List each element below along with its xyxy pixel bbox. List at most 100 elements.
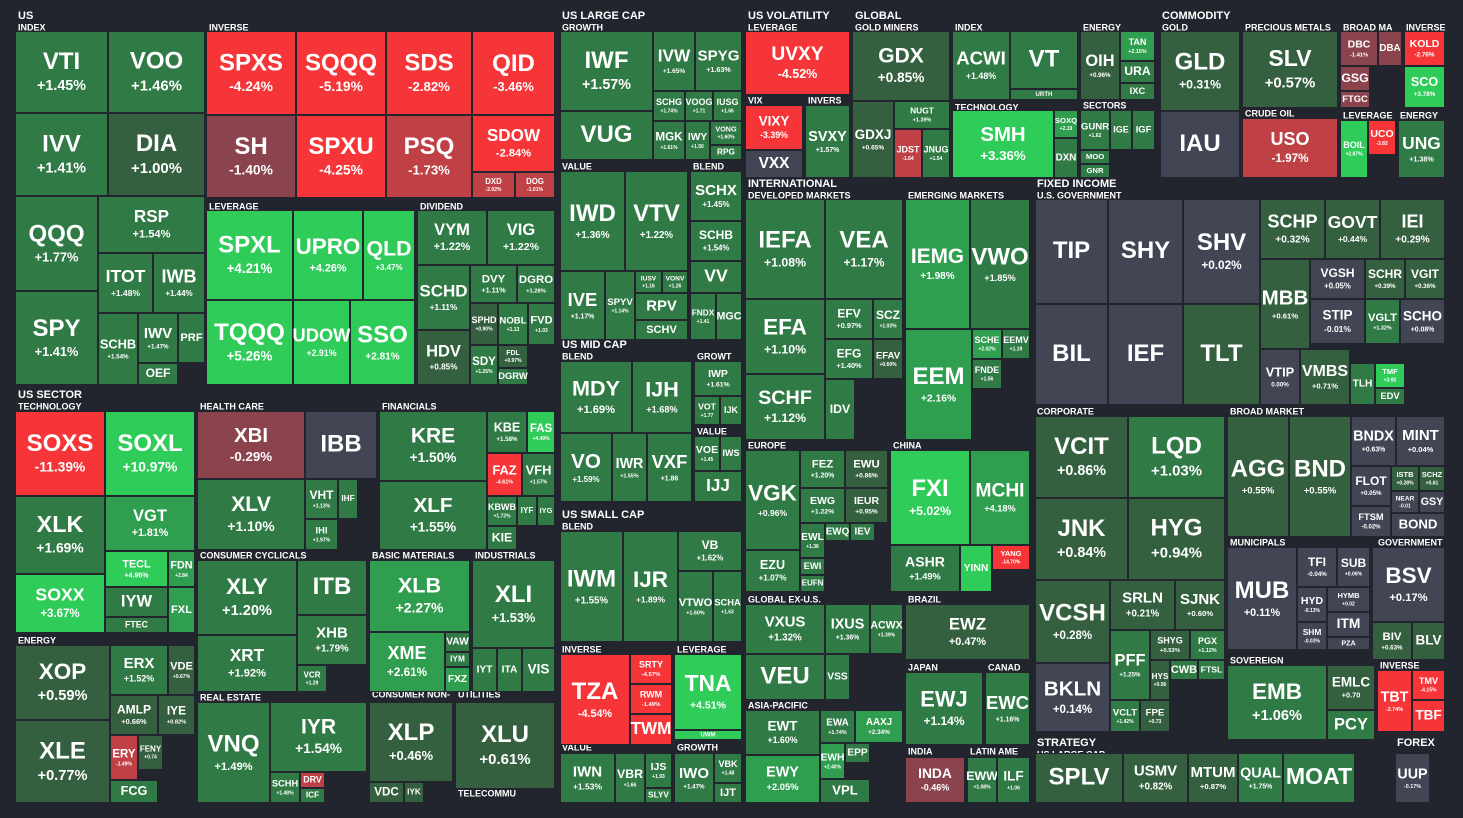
tile[interactable]: [1340, 91, 1370, 108]
tile[interactable]: [1170, 660, 1198, 680]
tile[interactable]: [653, 31, 695, 91]
tile[interactable]: [967, 757, 997, 803]
tile[interactable]: [108, 113, 205, 196]
tile[interactable]: [662, 271, 688, 293]
tile[interactable]: [168, 551, 195, 587]
tile[interactable]: [487, 526, 517, 550]
tile[interactable]: [690, 261, 742, 293]
tile[interactable]: [1227, 416, 1289, 537]
tile[interactable]: [1351, 466, 1391, 506]
tile[interactable]: [1340, 31, 1378, 66]
tile[interactable]: [713, 91, 742, 121]
tile[interactable]: [674, 730, 742, 740]
tile[interactable]: [1351, 416, 1396, 466]
tile[interactable]: [498, 368, 528, 385]
tile[interactable]: [1080, 110, 1110, 150]
tile[interactable]: [487, 210, 555, 265]
tile[interactable]: [1198, 660, 1225, 680]
tile[interactable]: [1260, 259, 1310, 349]
tile[interactable]: [1010, 89, 1078, 100]
tile[interactable]: [820, 779, 870, 803]
tile[interactable]: [825, 604, 870, 654]
tile[interactable]: [1128, 498, 1225, 580]
tile[interactable]: [1108, 199, 1183, 304]
tile[interactable]: [1160, 111, 1240, 178]
tile[interactable]: [674, 753, 714, 803]
tile[interactable]: [1035, 580, 1110, 663]
tile[interactable]: [825, 339, 873, 379]
tile[interactable]: [845, 488, 888, 523]
tile[interactable]: [15, 31, 108, 113]
tile[interactable]: [178, 313, 205, 363]
tile[interactable]: [972, 359, 1002, 389]
tile[interactable]: [153, 253, 205, 313]
tile[interactable]: [110, 695, 158, 735]
tile[interactable]: [305, 411, 377, 479]
tile[interactable]: [15, 574, 105, 633]
tile[interactable]: [635, 320, 688, 340]
tile[interactable]: [714, 783, 742, 803]
tile[interactable]: [1327, 710, 1375, 740]
tile[interactable]: [1327, 587, 1370, 612]
tile[interactable]: [1391, 466, 1419, 491]
tile[interactable]: [800, 488, 845, 523]
tile[interactable]: [1380, 199, 1445, 259]
tile[interactable]: [905, 672, 983, 745]
tile[interactable]: [168, 645, 195, 695]
tile[interactable]: [206, 210, 293, 300]
tile[interactable]: [694, 471, 742, 502]
tile[interactable]: [1260, 349, 1300, 405]
tile[interactable]: [487, 411, 527, 453]
tile[interactable]: [1188, 753, 1238, 803]
tile[interactable]: [350, 300, 415, 385]
tile[interactable]: [825, 379, 855, 440]
tile[interactable]: [745, 374, 825, 440]
tile[interactable]: [455, 702, 555, 789]
tile[interactable]: [369, 702, 453, 782]
tile[interactable]: [653, 91, 685, 121]
tile[interactable]: [1110, 580, 1175, 630]
tile[interactable]: [206, 31, 296, 115]
tile[interactable]: [800, 450, 845, 488]
tile[interactable]: [855, 710, 903, 743]
tile[interactable]: [820, 743, 845, 779]
tile[interactable]: [305, 479, 338, 519]
tile[interactable]: [445, 652, 470, 667]
tile[interactable]: [158, 695, 195, 735]
tile[interactable]: [625, 171, 688, 271]
tile[interactable]: [206, 300, 293, 385]
tile[interactable]: [852, 31, 950, 101]
tile[interactable]: [98, 196, 205, 253]
tile[interactable]: [1377, 670, 1412, 732]
tile[interactable]: [369, 782, 404, 803]
tile[interactable]: [98, 313, 138, 385]
tile[interactable]: [694, 361, 742, 396]
tile[interactable]: [745, 755, 820, 803]
tile[interactable]: [497, 648, 522, 692]
tile[interactable]: [1372, 547, 1445, 622]
tile[interactable]: [1120, 31, 1155, 61]
tile[interactable]: [487, 453, 522, 496]
tile[interactable]: [528, 303, 555, 345]
tile[interactable]: [905, 757, 965, 803]
tile[interactable]: [1404, 31, 1445, 66]
tile[interactable]: [825, 199, 903, 299]
tile[interactable]: [685, 121, 710, 160]
tile[interactable]: [894, 101, 950, 129]
tile[interactable]: [845, 743, 870, 763]
tile[interactable]: [560, 31, 653, 111]
tile[interactable]: [632, 361, 692, 433]
tile[interactable]: [487, 496, 517, 526]
tile[interactable]: [1035, 416, 1128, 498]
tile[interactable]: [605, 271, 635, 340]
tile[interactable]: [612, 433, 647, 502]
tile[interactable]: [472, 648, 497, 692]
tile[interactable]: [1242, 31, 1338, 108]
tile[interactable]: [297, 615, 367, 665]
tile[interactable]: [850, 523, 875, 541]
tile[interactable]: [1350, 363, 1375, 405]
tile[interactable]: [1010, 31, 1078, 89]
tile[interactable]: [363, 210, 415, 300]
tile[interactable]: [970, 199, 1030, 329]
tile[interactable]: [922, 129, 950, 178]
